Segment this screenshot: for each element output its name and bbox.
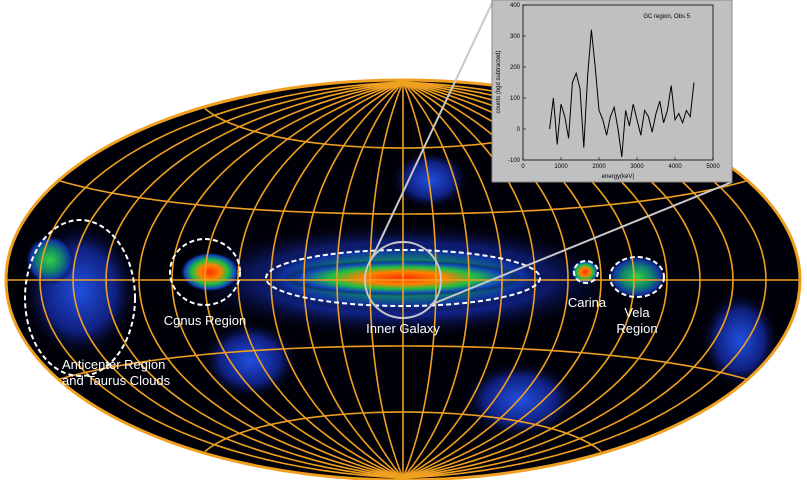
inset-chart: GC region, Obs 5 energy(keV) counts (bgd… xyxy=(491,0,733,183)
region-label: Inner Galaxy xyxy=(366,321,440,336)
parallel xyxy=(59,180,747,215)
x-tick-label: 3000 xyxy=(630,164,644,170)
region-outline xyxy=(609,256,665,298)
spectrum-line xyxy=(549,29,695,157)
y-tick-label: 0 xyxy=(517,127,521,133)
inset-annotation: GC region, Obs 5 xyxy=(643,14,690,20)
x-tick-label: 0 xyxy=(521,164,525,170)
region-outline xyxy=(265,249,541,307)
region-outline xyxy=(24,219,136,377)
region-label: Carina xyxy=(568,295,607,310)
x-tick-label: 2000 xyxy=(592,164,606,170)
region-label: Cgnus Region xyxy=(164,313,246,328)
parallel xyxy=(204,411,602,453)
y-axis-label: counts (bgd subtracted) xyxy=(496,50,502,113)
region-outline xyxy=(573,260,599,284)
region-label: and Taurus Clouds xyxy=(62,373,171,388)
zoom-circle xyxy=(364,241,442,319)
y-tick-label: 400 xyxy=(510,3,521,9)
y-tick-label: 200 xyxy=(510,65,521,71)
y-tick-label: -100 xyxy=(508,158,521,164)
zoom-line xyxy=(371,0,494,259)
region-label: Anticenter Region xyxy=(62,357,165,372)
parallel xyxy=(59,345,747,380)
y-tick-label: 300 xyxy=(510,34,521,40)
region-outline xyxy=(169,238,241,306)
x-axis-label: energy(keV) xyxy=(602,174,635,180)
plot-frame xyxy=(522,4,714,161)
sky-border xyxy=(4,78,802,480)
zoom-line xyxy=(429,181,733,306)
inset-background xyxy=(491,0,733,183)
region-label: Region xyxy=(616,321,657,336)
x-tick-label: 4000 xyxy=(668,164,682,170)
x-tick-label: 1000 xyxy=(554,164,568,170)
y-tick-label: 100 xyxy=(510,96,521,102)
coordinate-grid xyxy=(7,81,799,479)
x-tick-label: 5000 xyxy=(706,164,720,170)
region-label: Vela xyxy=(624,305,650,320)
region-outlines xyxy=(24,219,665,377)
